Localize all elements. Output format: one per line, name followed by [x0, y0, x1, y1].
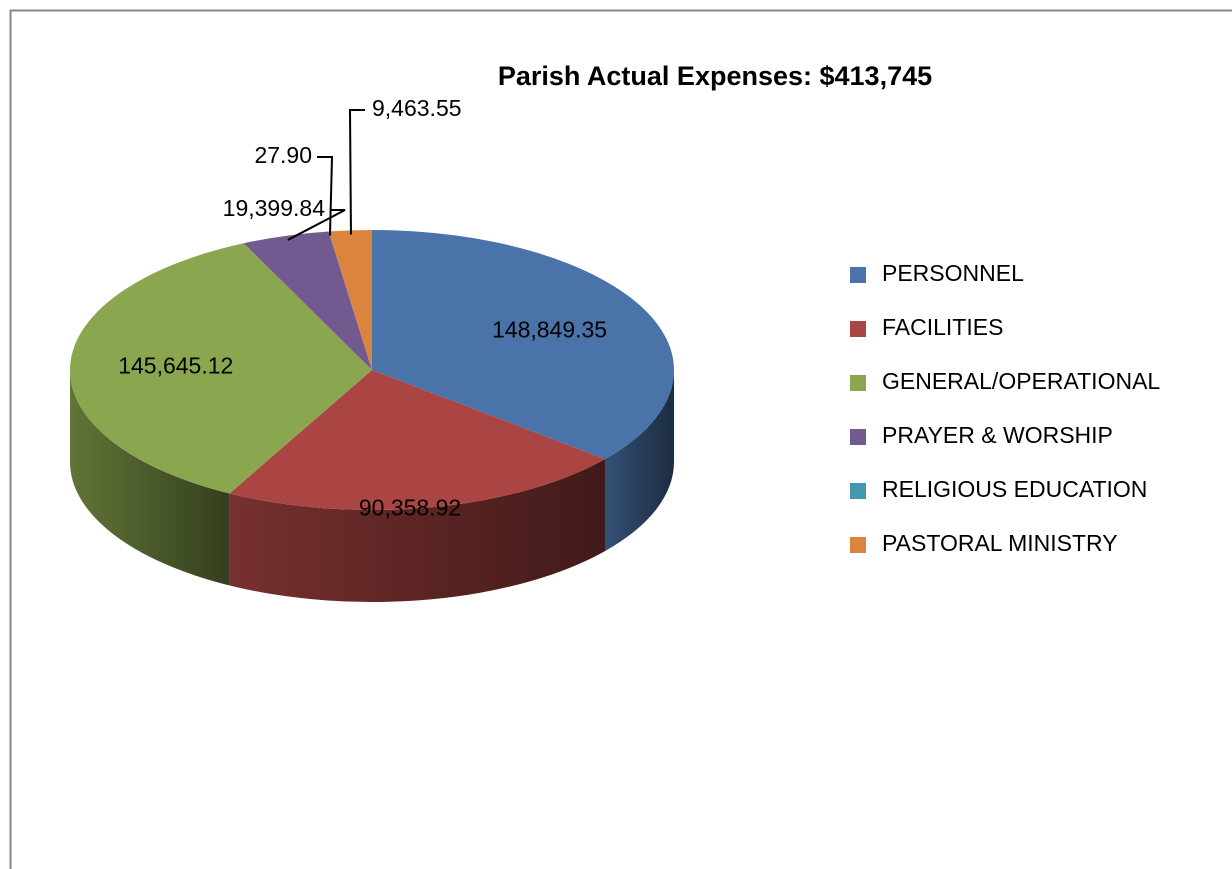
pie-slice	[372, 230, 675, 460]
chart-title: Parish Actual Expenses: $413,745	[498, 61, 932, 91]
legend-swatch	[850, 483, 866, 499]
leader-line	[348, 109, 365, 235]
pie-side	[229, 459, 605, 602]
chart-border	[9, 9, 1232, 869]
legend-swatch	[850, 537, 866, 553]
pie-side	[604, 370, 674, 552]
leader-line	[287, 209, 346, 241]
legend-label: PASTORAL MINISTRY	[882, 530, 1118, 556]
legend-swatch	[850, 375, 866, 391]
pie-slice	[229, 370, 605, 511]
legend-label: FACILITIES	[882, 314, 1003, 340]
data-label: 148,849.35	[492, 316, 607, 342]
pie-slice	[328, 231, 372, 370]
pie-sides	[70, 370, 674, 602]
legend-label: RELIGIOUS EDUCATION	[882, 476, 1147, 502]
leader-line	[317, 156, 334, 236]
data-label: 90,358.92	[359, 494, 461, 520]
legend-label: PRAYER & WORSHIP	[882, 422, 1113, 448]
data-label: 9,463.55	[372, 95, 462, 121]
legend-swatch	[850, 321, 866, 337]
data-label: 19,399.84	[223, 195, 326, 221]
pie-slice	[328, 230, 372, 370]
pie-slice	[243, 231, 372, 370]
pie-side	[70, 370, 230, 586]
legend-swatch	[850, 429, 866, 445]
legend-label: PERSONNEL	[882, 260, 1024, 286]
data-label: 27.90	[254, 142, 312, 168]
pie-slice	[69, 243, 372, 494]
legend-swatch	[850, 267, 866, 283]
legend-label: GENERAL/OPERATIONAL	[882, 368, 1160, 394]
data-label: 145,645.12	[118, 353, 233, 379]
